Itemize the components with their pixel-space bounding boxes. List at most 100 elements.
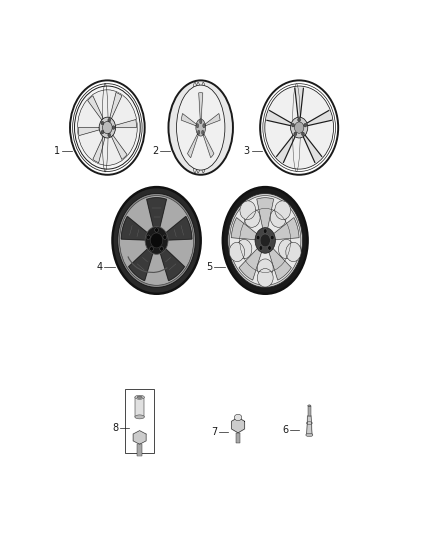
Ellipse shape — [203, 124, 205, 128]
Ellipse shape — [196, 124, 199, 128]
Ellipse shape — [306, 433, 313, 437]
Polygon shape — [273, 217, 299, 240]
Polygon shape — [268, 248, 291, 280]
Ellipse shape — [113, 187, 201, 294]
Ellipse shape — [298, 118, 300, 122]
Ellipse shape — [199, 119, 202, 124]
Ellipse shape — [108, 118, 111, 122]
Text: 4: 4 — [96, 262, 102, 272]
Ellipse shape — [260, 234, 270, 247]
Ellipse shape — [244, 208, 260, 228]
Ellipse shape — [240, 201, 256, 220]
Ellipse shape — [135, 395, 145, 399]
Polygon shape — [205, 114, 220, 126]
Ellipse shape — [198, 130, 200, 134]
Ellipse shape — [99, 117, 116, 138]
Text: 8: 8 — [113, 423, 119, 433]
Ellipse shape — [290, 117, 308, 138]
Ellipse shape — [294, 122, 304, 133]
Bar — [135, 397, 145, 417]
Ellipse shape — [308, 405, 311, 407]
Ellipse shape — [279, 239, 294, 259]
Polygon shape — [295, 88, 304, 118]
Polygon shape — [187, 134, 198, 158]
Polygon shape — [307, 416, 312, 435]
Ellipse shape — [223, 187, 307, 294]
Ellipse shape — [137, 396, 142, 398]
Polygon shape — [303, 134, 321, 163]
Polygon shape — [159, 247, 184, 280]
Ellipse shape — [118, 193, 195, 287]
Polygon shape — [164, 216, 192, 240]
Polygon shape — [231, 217, 257, 240]
Text: 7: 7 — [211, 427, 217, 437]
Polygon shape — [115, 119, 137, 127]
Ellipse shape — [145, 227, 168, 254]
Ellipse shape — [163, 235, 166, 239]
Ellipse shape — [255, 228, 276, 253]
Ellipse shape — [257, 269, 273, 287]
Ellipse shape — [256, 235, 260, 240]
Ellipse shape — [275, 201, 290, 220]
Ellipse shape — [74, 86, 140, 169]
Polygon shape — [88, 96, 103, 120]
Polygon shape — [257, 198, 274, 229]
Bar — [236, 433, 240, 443]
Ellipse shape — [160, 247, 163, 251]
Polygon shape — [110, 92, 122, 118]
Ellipse shape — [271, 235, 274, 240]
Ellipse shape — [230, 243, 245, 262]
Ellipse shape — [135, 415, 145, 419]
Ellipse shape — [102, 122, 112, 134]
Ellipse shape — [78, 90, 137, 165]
Polygon shape — [203, 134, 214, 158]
Ellipse shape — [177, 85, 225, 170]
Polygon shape — [121, 216, 149, 240]
Ellipse shape — [120, 196, 194, 285]
Bar — [308, 406, 311, 416]
Polygon shape — [181, 114, 196, 126]
Ellipse shape — [294, 132, 297, 136]
Ellipse shape — [234, 414, 242, 421]
Ellipse shape — [155, 228, 159, 232]
Text: 5: 5 — [206, 262, 212, 272]
Ellipse shape — [304, 123, 307, 127]
Bar — [137, 444, 142, 456]
Polygon shape — [232, 417, 244, 433]
Ellipse shape — [292, 123, 294, 127]
Polygon shape — [93, 136, 105, 163]
Ellipse shape — [112, 126, 115, 130]
Polygon shape — [133, 431, 146, 444]
Ellipse shape — [230, 196, 301, 285]
Polygon shape — [78, 127, 99, 135]
Text: 3: 3 — [244, 146, 250, 156]
Ellipse shape — [150, 233, 163, 248]
Ellipse shape — [301, 132, 304, 136]
Polygon shape — [239, 248, 262, 280]
Polygon shape — [277, 134, 295, 163]
Polygon shape — [112, 135, 127, 159]
Ellipse shape — [228, 193, 303, 287]
Bar — [125, 389, 154, 453]
Ellipse shape — [286, 243, 301, 262]
Ellipse shape — [268, 246, 272, 250]
Polygon shape — [147, 198, 166, 230]
Text: 6: 6 — [282, 425, 288, 434]
Ellipse shape — [147, 235, 150, 239]
Ellipse shape — [237, 239, 252, 259]
Ellipse shape — [101, 131, 104, 134]
Ellipse shape — [201, 130, 204, 134]
Polygon shape — [129, 247, 154, 280]
Ellipse shape — [150, 247, 153, 251]
Ellipse shape — [108, 133, 111, 137]
Ellipse shape — [259, 246, 263, 250]
Ellipse shape — [257, 259, 273, 277]
Ellipse shape — [101, 121, 104, 125]
Polygon shape — [267, 110, 292, 126]
Ellipse shape — [265, 86, 333, 169]
Ellipse shape — [169, 80, 233, 175]
Ellipse shape — [263, 229, 267, 233]
Polygon shape — [306, 110, 332, 126]
Ellipse shape — [270, 208, 286, 228]
Polygon shape — [199, 93, 203, 119]
